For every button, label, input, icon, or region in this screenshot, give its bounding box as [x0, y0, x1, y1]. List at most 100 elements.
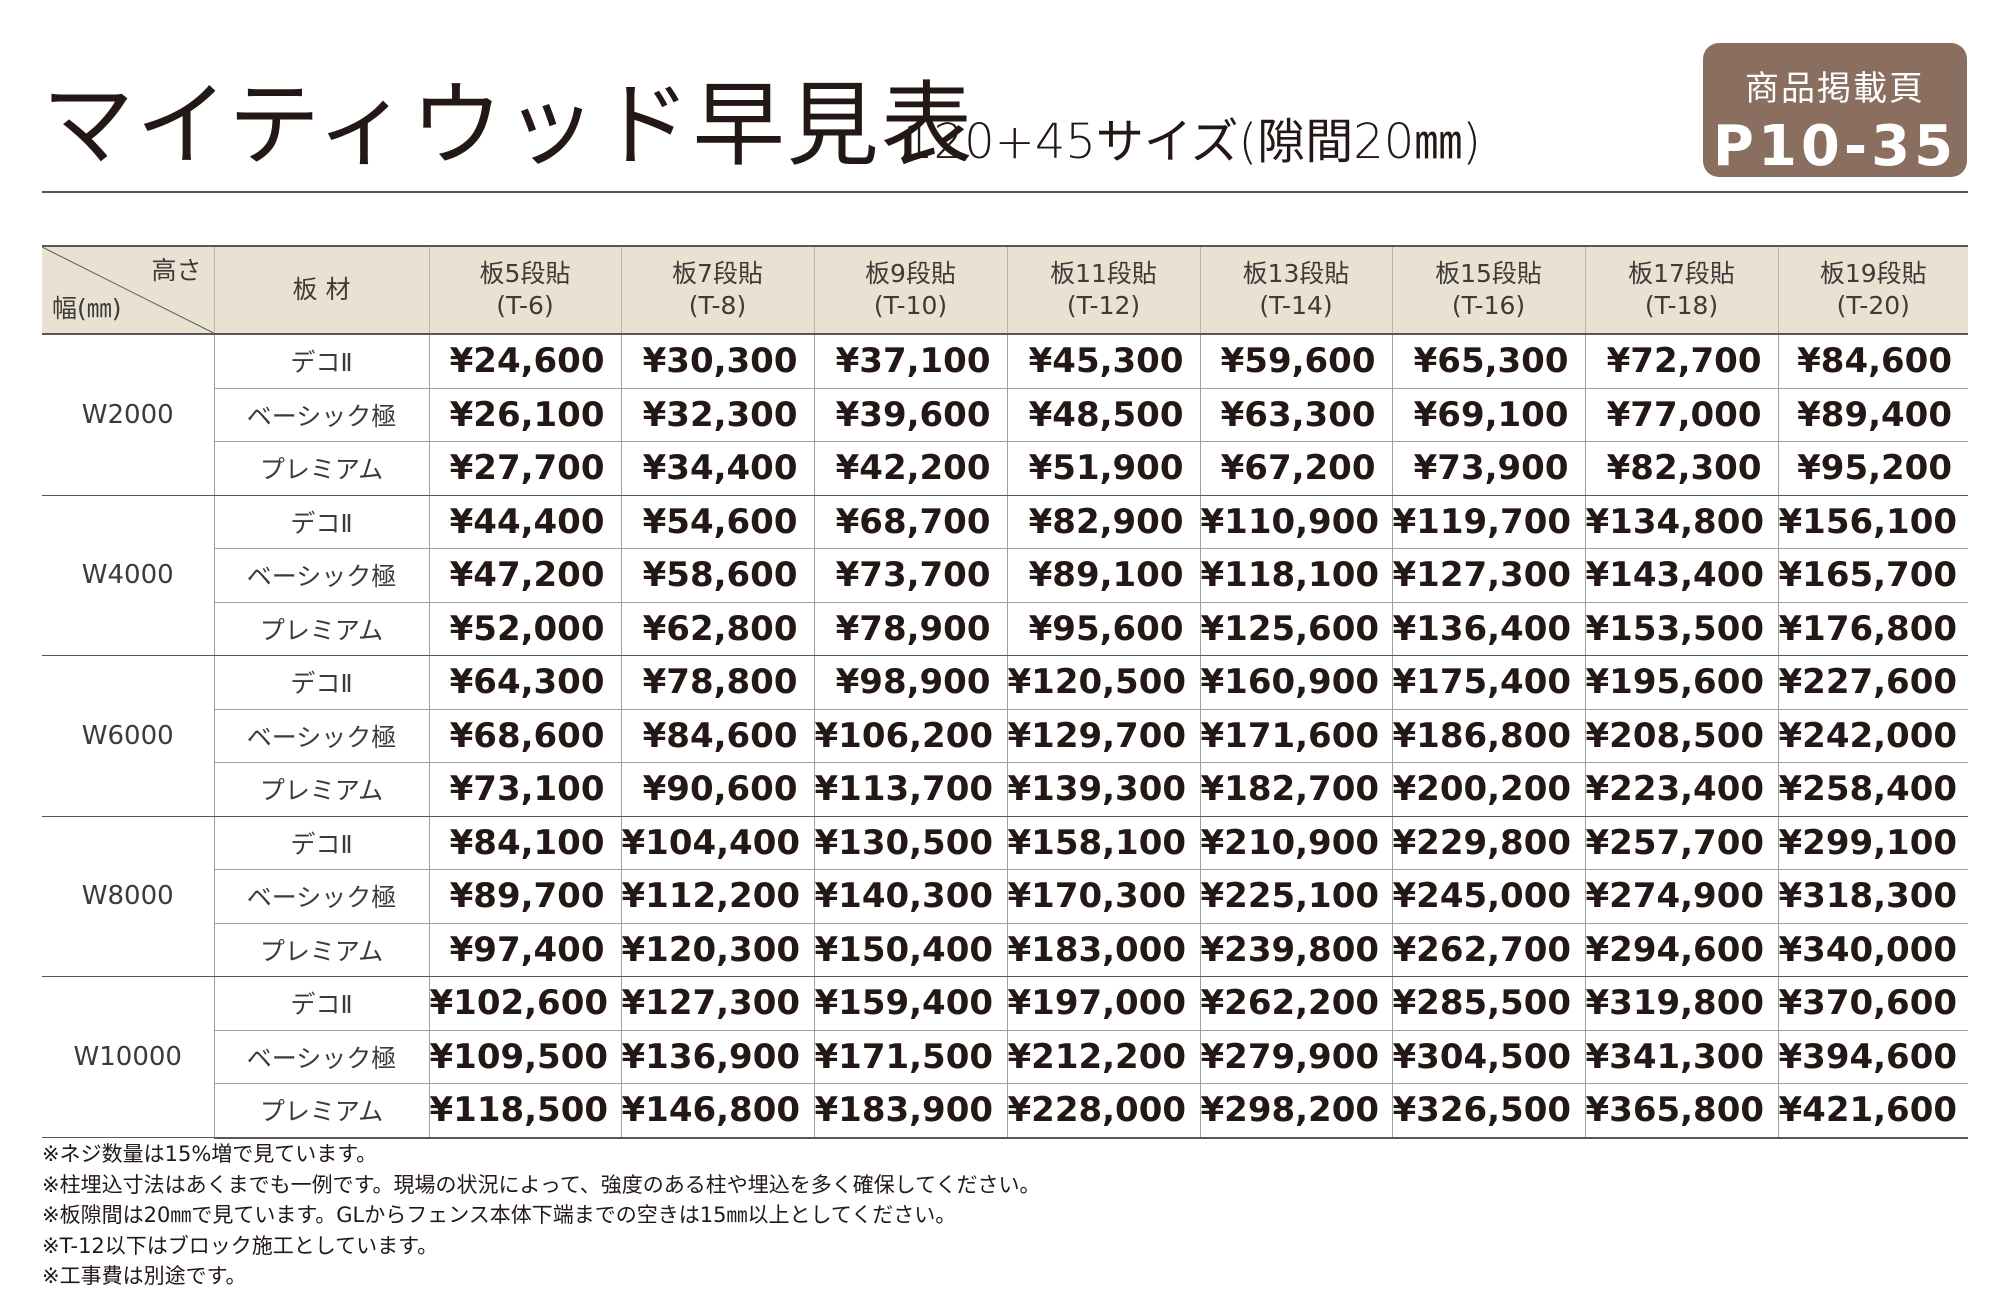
price-cell: ¥175,400 [1391, 655, 1585, 710]
price-cell: ¥318,300 [1777, 869, 1968, 924]
price-cell: ¥42,200 [813, 441, 1007, 496]
table-row: ベーシック極 ¥89,700 ¥112,200 ¥140,300 ¥170,300 ¥22… [42, 869, 1968, 924]
price-cell: ¥54,600 [620, 495, 814, 549]
price-cell: ¥129,700 [1006, 709, 1200, 763]
price-cell: ¥45,300 [1006, 334, 1200, 389]
column-header-type: (T-8) [688, 291, 747, 320]
price-cell: ¥159,400 [813, 976, 1007, 1031]
price-cell: ¥26,100 [428, 388, 621, 442]
price-cell: ¥62,800 [620, 602, 814, 656]
price-cell: ¥69,100 [1391, 388, 1585, 442]
price-cell: ¥73,100 [428, 762, 621, 817]
price-cell: ¥64,300 [428, 655, 621, 710]
price-cell: ¥97,400 [428, 923, 621, 977]
table-row: ベーシック極 ¥109,500 ¥136,900 ¥171,500 ¥212,200 ¥2… [42, 1030, 1968, 1084]
width-label: W2000 [42, 334, 214, 496]
column-header: 板5段貼 (T-6) [428, 245, 621, 335]
material-label: デコⅡ [213, 495, 429, 549]
price-cell: ¥134,800 [1584, 495, 1778, 549]
price-cell: ¥304,500 [1391, 1030, 1585, 1084]
price-cell: ¥63,300 [1199, 388, 1392, 442]
price-cell: ¥84,100 [428, 816, 621, 870]
price-cell: ¥51,900 [1006, 441, 1200, 496]
badge-page-number: P10-35 [1712, 114, 1958, 179]
price-cell: ¥223,400 [1584, 762, 1778, 817]
column-header-panels: 板9段貼 [865, 258, 956, 288]
footnote: ※ネジ数量は15%増で見ています。 [42, 1142, 378, 1166]
price-cell: ¥98,900 [813, 655, 1007, 710]
table-header-row: 高さ 幅(㎜) 板 材 板5段貼 (T-6) 板7段貼 (T-8) 板9段貼 (T-1… [42, 245, 1968, 335]
column-header-panels: 板13段貼 [1242, 258, 1350, 288]
column-header-type: (T-16) [1451, 291, 1526, 320]
price-cell: ¥262,700 [1391, 923, 1585, 977]
price-cell: ¥84,600 [1777, 334, 1968, 389]
price-cell: ¥229,800 [1391, 816, 1585, 870]
price-cell: ¥279,900 [1199, 1030, 1392, 1084]
price-cell: ¥127,300 [620, 976, 814, 1031]
price-cell: ¥125,600 [1199, 602, 1392, 656]
material-label: デコⅡ [213, 816, 429, 870]
price-cell: ¥171,600 [1199, 709, 1392, 763]
column-header-type: (T-18) [1644, 291, 1719, 320]
material-label: デコⅡ [213, 655, 429, 710]
price-cell: ¥258,400 [1777, 762, 1968, 817]
price-cell: ¥341,300 [1584, 1030, 1778, 1084]
price-cell: ¥30,300 [620, 334, 814, 389]
column-header-type: (T-14) [1259, 291, 1333, 320]
width-label: W6000 [42, 655, 214, 817]
material-header: 板 材 [213, 245, 429, 335]
price-cell: ¥120,500 [1006, 655, 1200, 710]
price-cell: ¥299,100 [1777, 816, 1968, 870]
price-cell: ¥82,900 [1006, 495, 1200, 549]
price-cell: ¥127,300 [1391, 548, 1585, 603]
price-cell: ¥183,900 [813, 1083, 1007, 1139]
price-cell: ¥68,700 [813, 495, 1007, 549]
footnote: ※板隙間は20㎜で見ています。GLからフェンス本体下端までの空きは15㎜以上とし… [42, 1203, 957, 1227]
price-cell: ¥370,600 [1777, 976, 1968, 1031]
table-row: W2000 デコⅡ ¥24,600 ¥30,300 ¥37,100 ¥45,300 ¥59,… [42, 334, 1968, 496]
table-row: プレミアム ¥73,100 ¥90,600 ¥113,700 ¥139,300 ¥182,… [42, 762, 1968, 817]
price-cell: ¥239,800 [1199, 923, 1392, 977]
column-header-type: (T-20) [1836, 291, 1910, 320]
price-cell: ¥90,600 [620, 762, 814, 817]
price-cell: ¥262,200 [1199, 976, 1392, 1031]
price-cell: ¥37,100 [813, 334, 1007, 389]
price-cell: ¥319,800 [1584, 976, 1778, 1031]
price-cell: ¥95,200 [1777, 441, 1968, 496]
price-cell: ¥136,900 [620, 1030, 814, 1084]
width-label: W10000 [42, 976, 214, 1138]
price-cell: ¥34,400 [620, 441, 814, 496]
price-cell: ¥245,000 [1391, 869, 1585, 924]
price-cell: ¥200,200 [1391, 762, 1585, 817]
price-cell: ¥112,200 [620, 869, 814, 924]
table-row: W10000 デコⅡ ¥102,600 ¥127,300 ¥159,400 ¥197,00… [42, 976, 1968, 1138]
price-cell: ¥140,300 [813, 869, 1007, 924]
column-header-type: (T-12) [1066, 291, 1141, 320]
price-cell: ¥186,800 [1391, 709, 1585, 763]
footnotes: ※ネジ数量は15%増で見ています。 ※柱埋込寸法はあくまでも一例です。現場の状況… [42, 1139, 1041, 1292]
price-cell: ¥183,000 [1006, 923, 1200, 977]
material-label: ベーシック極 [213, 388, 429, 442]
price-cell: ¥73,700 [813, 548, 1007, 603]
material-label: ベーシック極 [213, 869, 429, 924]
badge-label: 商品掲載頁 [1745, 69, 1925, 109]
width-label: W4000 [42, 495, 214, 656]
price-cell: ¥165,700 [1777, 548, 1968, 603]
price-cell: ¥32,300 [620, 388, 814, 442]
price-cell: ¥78,900 [813, 602, 1007, 656]
price-cell: ¥89,700 [428, 869, 621, 924]
price-cell: ¥171,500 [813, 1030, 1007, 1084]
price-cell: ¥89,100 [1006, 548, 1200, 603]
price-cell: ¥113,700 [813, 762, 1007, 817]
price-cell: ¥47,200 [428, 548, 621, 603]
material-label: ベーシック極 [213, 709, 429, 763]
price-cell: ¥210,900 [1199, 816, 1392, 870]
material-label: プレミアム [213, 923, 429, 977]
price-cell: ¥150,400 [813, 923, 1007, 977]
material-label: プレミアム [213, 602, 429, 656]
table-row: プレミアム ¥97,400 ¥120,300 ¥150,400 ¥183,000 ¥239… [42, 923, 1968, 977]
price-cell: ¥136,400 [1391, 602, 1585, 656]
page-subtitle: 120+45サイズ(隙間20㎜) [903, 114, 1482, 170]
material-label: ベーシック極 [213, 1030, 429, 1084]
table-row: ベーシック極 ¥47,200 ¥58,600 ¥73,700 ¥89,100 ¥118,1… [42, 548, 1968, 603]
